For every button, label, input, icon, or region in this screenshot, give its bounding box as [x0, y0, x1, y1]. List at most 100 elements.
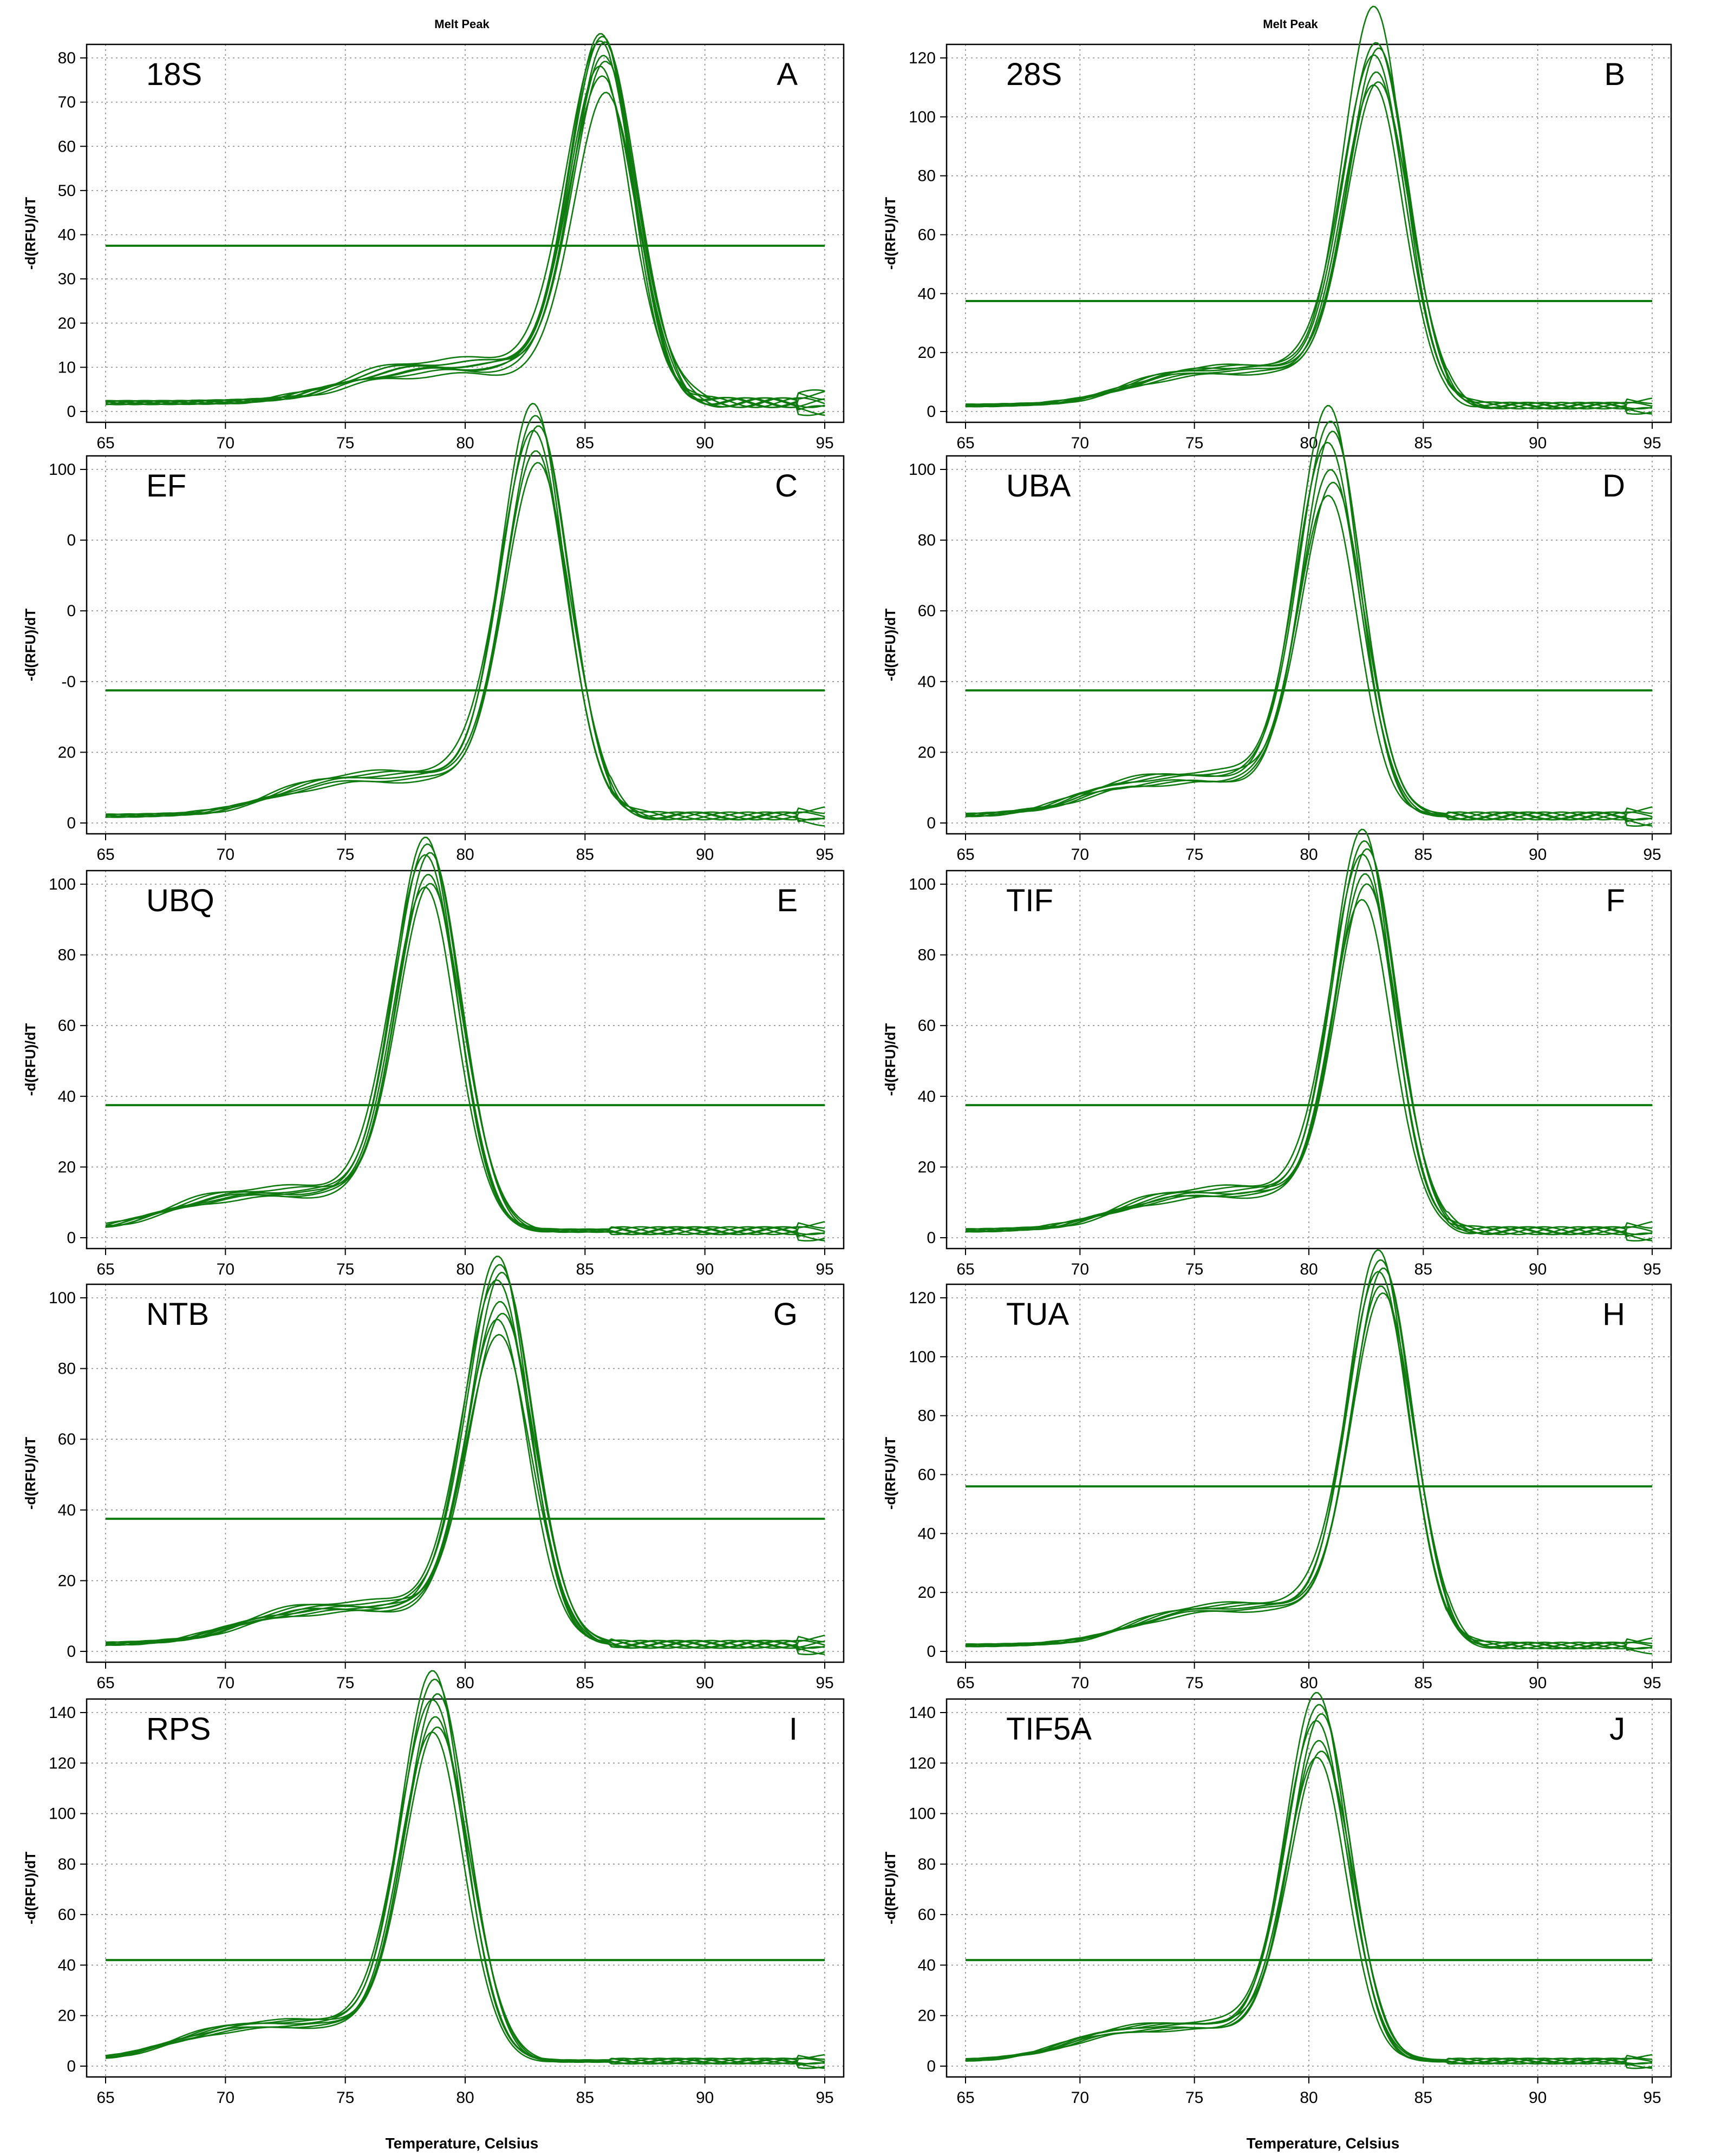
x-tick-label: 90 [696, 434, 714, 452]
y-tick-label: 120 [49, 1754, 76, 1772]
melt-curve [105, 883, 825, 1236]
x-tick-label: 65 [96, 1260, 114, 1278]
right-x-axis-label: Temperature, Celsius [1247, 2135, 1400, 2152]
melt-curve [105, 1312, 825, 1649]
y-tick-label: 60 [918, 602, 936, 620]
y-tick-label: 20 [918, 344, 936, 362]
melt-curve [105, 462, 825, 821]
melt-curve [105, 75, 825, 408]
y-tick-label: 60 [58, 1906, 76, 1924]
x-tick-label: 85 [1414, 1260, 1432, 1278]
melt-curve [105, 1301, 825, 1649]
left-x-axis-label: Temperature, Celsius [386, 2135, 539, 2152]
plot-frame [86, 455, 845, 835]
x-tick-label: 90 [696, 846, 714, 864]
y-tick-label: 20 [918, 1584, 936, 1602]
y-tick-label: 0 [67, 814, 76, 832]
y-tick-label: 80 [918, 1856, 936, 1873]
y-tick-label: 100 [49, 1289, 76, 1307]
y-tick-label: 100 [909, 461, 936, 479]
melt-curve [105, 886, 825, 1242]
x-tick-label: 65 [96, 2089, 114, 2107]
panel-letter: J [1609, 1711, 1625, 1747]
y-tick-label: 120 [909, 1754, 936, 1772]
x-tick-label: 80 [456, 1260, 474, 1278]
y-tick-label: 140 [49, 1704, 76, 1722]
panel-b: 65 70 75 80 85 90 95020406080100120-d(RFU)/dT2… [882, 5, 1672, 452]
y-tick-label: 0 [927, 1643, 936, 1661]
panel-letter: B [1604, 57, 1625, 92]
melt-curve [105, 1318, 825, 1655]
y-tick-label: 140 [909, 1704, 936, 1722]
melt-curve [105, 430, 825, 822]
plot-frame [86, 1283, 845, 1663]
y-tick-label: 0 [67, 532, 76, 550]
y-tick-label: 70 [58, 94, 76, 112]
melt-curve [965, 84, 1653, 415]
x-tick-label: 90 [1529, 846, 1547, 864]
melt-curve [105, 33, 825, 416]
y-tick-label: -0 [61, 673, 76, 691]
y-tick-label: 20 [918, 2007, 936, 2025]
x-tick-label: 70 [1071, 1674, 1089, 1692]
panel-h: 65 70 75 80 85 90 95 0 20 40 60 80 100 120 -d(RFU)/dT T… [882, 1249, 1672, 1692]
y-tick-label: 0 [67, 1643, 76, 1661]
y-tick-label: 80 [918, 167, 936, 185]
melt-curve [965, 1292, 1653, 1650]
x-tick-label: 70 [217, 1674, 234, 1692]
panel-letter: H [1602, 1297, 1625, 1332]
x-tick-label: 95 [1643, 1260, 1661, 1278]
x-tick-label: 85 [576, 1674, 594, 1692]
y-tick-label: 100 [909, 108, 936, 126]
y-tick-label: 60 [918, 226, 936, 244]
x-tick-label: 75 [1185, 2089, 1203, 2107]
y-tick-label: 100 [49, 1805, 76, 1823]
plot-frame [945, 870, 1672, 1250]
y-tick-label: 40 [918, 285, 936, 303]
melt-curve [105, 874, 825, 1236]
melt-curve [105, 425, 825, 821]
y-axis-label: -d(RFU)/dT [882, 1023, 898, 1096]
x-tick-label: 85 [576, 2089, 594, 2107]
x-tick-label: 95 [1643, 846, 1661, 864]
melt-curve [106, 92, 825, 408]
x-tick-label: 75 [336, 2089, 354, 2107]
x-tick-label: 90 [1529, 1674, 1547, 1692]
melt-curve [965, 469, 1653, 821]
x-tick-label: 75 [336, 846, 354, 864]
x-tick-label: 65 [956, 2089, 974, 2107]
y-tick-label: 40 [918, 673, 936, 691]
y-axis-label: -d(RFU)/dT [882, 1437, 898, 1510]
y-tick-label: 100 [49, 461, 76, 479]
x-tick-label: 75 [1185, 1674, 1203, 1692]
x-tick-label: 70 [217, 2089, 234, 2107]
x-tick-label: 70 [217, 846, 234, 864]
y-axis-label: -d(RFU)/dT [22, 1437, 38, 1510]
panel-j: 65 70 75 80 85 90 95 0 20 40 60 80 100 120 140 -d(RFU)/… [882, 1691, 1672, 2107]
y-tick-label: 20 [58, 315, 76, 332]
y-tick-label: 0 [927, 2057, 936, 2075]
x-tick-label: 75 [336, 434, 354, 452]
y-tick-label: 80 [918, 1407, 936, 1425]
gene-label: UBA [1006, 468, 1071, 504]
melt-curve [965, 1268, 1653, 1650]
gene-label: TUA [1006, 1297, 1069, 1332]
melt-curve [965, 47, 1653, 410]
y-axis-label: -d(RFU)/dT [22, 1852, 38, 1924]
y-tick-label: 0 [927, 814, 936, 832]
y-tick-label: 40 [918, 1088, 936, 1106]
y-tick-label: 60 [58, 138, 76, 155]
melt-curve [965, 441, 1653, 822]
melt-curve [965, 873, 1653, 1236]
panels: 65 70 75 80 85 90 95 0 10 20 30 40 50 60 70 80 -d(RFU)/d… [22, 5, 1672, 2107]
melt-curve [105, 1699, 825, 2066]
plot-frame [86, 870, 845, 1250]
x-tick-label: 85 [1414, 1674, 1432, 1692]
y-tick-label: 60 [918, 1017, 936, 1035]
panel-d: 65 70 75 80 85 90 95 0 20 40 60 80 100 -d(RFU)/dT UBA D [882, 405, 1672, 864]
x-tick-label: 85 [1414, 2089, 1432, 2107]
x-tick-label: 80 [456, 846, 474, 864]
x-tick-label: 70 [217, 434, 234, 452]
y-tick-label: 0 [927, 1229, 936, 1247]
panel-letter: I [789, 1711, 798, 1747]
